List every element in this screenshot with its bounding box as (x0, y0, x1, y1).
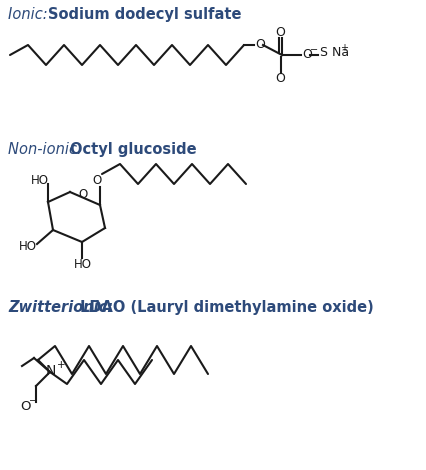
Text: +: + (339, 43, 347, 53)
Text: O: O (78, 188, 87, 201)
Text: HO: HO (31, 173, 49, 187)
Text: N: N (46, 364, 56, 378)
Text: O: O (301, 48, 311, 62)
Text: O: O (92, 174, 101, 188)
Text: HO: HO (19, 240, 37, 252)
Text: Zwitterionic:: Zwitterionic: (8, 300, 118, 315)
Text: +: + (57, 360, 66, 370)
Text: −: − (309, 45, 317, 55)
Text: Ionic:: Ionic: (8, 7, 52, 22)
Text: O: O (275, 26, 285, 39)
Text: Octyl glucoside: Octyl glucoside (70, 142, 196, 157)
Text: S Na: S Na (319, 47, 348, 60)
Text: LDAO (Lauryl dimethylamine oxide): LDAO (Lauryl dimethylamine oxide) (80, 300, 373, 315)
Text: HO: HO (74, 258, 92, 271)
Text: O: O (275, 72, 285, 86)
Text: Sodium dodecyl sulfate: Sodium dodecyl sulfate (48, 7, 241, 22)
Text: Non-ionic:: Non-ionic: (8, 142, 86, 157)
Text: O: O (254, 39, 264, 52)
Text: −: − (29, 396, 37, 406)
Text: O: O (20, 400, 30, 413)
